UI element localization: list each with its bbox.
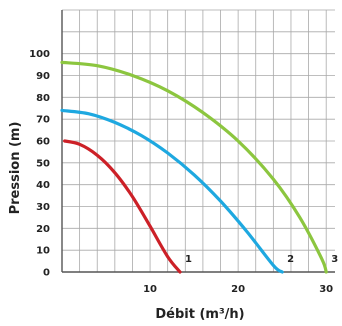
y-tick-label: 90	[36, 71, 50, 82]
curve-labels: 1 2 3	[185, 254, 338, 265]
y-tick-label: 100	[29, 49, 50, 60]
y-tick-label: 50	[36, 158, 50, 169]
x-tick-label: 30	[319, 284, 333, 295]
y-tick-label: 40	[36, 180, 50, 191]
y-tick-label: 20	[36, 224, 50, 235]
series	[60, 60, 328, 274]
y-tick-label: 0	[43, 268, 50, 279]
grid	[62, 9, 335, 272]
y-tick-label: 10	[36, 246, 50, 257]
y-tick-label: 60	[36, 137, 50, 148]
x-tick-label: 20	[231, 284, 245, 295]
curve-3	[60, 60, 328, 274]
curve-label-1: 1	[185, 254, 192, 265]
y-tick-label: 30	[36, 202, 50, 213]
y-axis-label: Pression (m)	[8, 122, 23, 215]
curve-2	[60, 108, 284, 274]
curve-label-2: 2	[287, 254, 294, 265]
x-axis-label: Débit (m³/h)	[155, 307, 244, 322]
curve-label-3: 3	[331, 254, 338, 265]
tick-labels: 0 10 20 30 40 50 60 70 80 90 100 10 20 30	[29, 49, 333, 295]
curve-1	[62, 139, 182, 274]
x-tick-label: 10	[143, 284, 157, 295]
y-tick-label: 80	[36, 93, 50, 104]
y-tick-label: 70	[36, 115, 50, 126]
axes	[61, 10, 335, 273]
